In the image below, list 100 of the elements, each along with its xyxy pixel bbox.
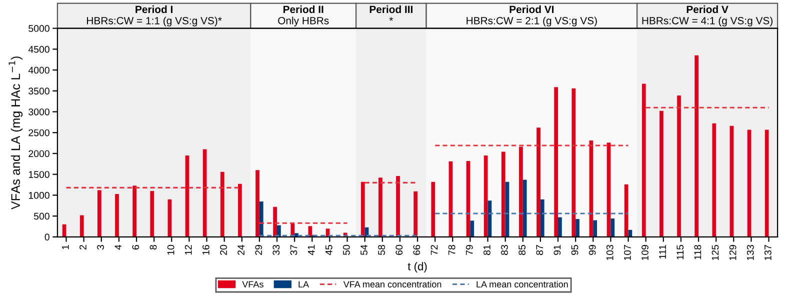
bar (558, 217, 562, 237)
bar (540, 199, 544, 237)
bar (431, 182, 436, 237)
bar (238, 184, 242, 237)
x-tick-label: 24 (238, 244, 244, 255)
bar (276, 225, 281, 237)
bar (150, 191, 154, 237)
x-tick-label: 8 (150, 244, 157, 250)
bar (414, 191, 418, 237)
band-label: Period II Only HBRs (278, 5, 329, 26)
x-tick-label: 12 (184, 245, 192, 255)
y-tick-label: 0 (44, 234, 50, 241)
legend-label: VFA mean concentration (343, 280, 442, 288)
bar (470, 220, 474, 237)
bar (712, 123, 716, 237)
bar (660, 110, 664, 237)
x-tick-label: 133 (746, 244, 754, 260)
x-tick-label: 29 (255, 245, 262, 255)
bar (256, 170, 260, 237)
x-tick-label: 125 (712, 244, 719, 260)
legend-label: LA mean concentration (476, 280, 568, 288)
x-tick-label: 37 (290, 245, 298, 255)
x-tick-label: 109 (642, 245, 648, 260)
band-label: Period VI HBRs:CW = 2:1 (g VS:g VS) (466, 5, 597, 26)
bar (185, 156, 190, 237)
x-tick-label: 118 (694, 244, 702, 260)
x-tick-label: 66 (413, 244, 420, 255)
bar (747, 130, 752, 237)
y-tick-label: 4000 (28, 66, 50, 74)
y-tick-label: 3500 (28, 88, 50, 95)
bar (572, 88, 576, 237)
x-tick-label: 50 (342, 244, 350, 255)
bar (259, 201, 264, 237)
x-axis-title: t (d) (408, 262, 427, 273)
x-tick-label: 79 (466, 245, 473, 255)
x-tick-label: 4 (114, 244, 122, 250)
bar (501, 152, 506, 237)
bar (132, 186, 136, 237)
bar (764, 130, 769, 237)
x-tick-label: 91 (554, 245, 561, 255)
x-tick-label: 115 (676, 244, 684, 260)
bar (606, 142, 611, 237)
band-label: Period III * (370, 5, 412, 21)
x-tick-label: 2 (80, 245, 86, 250)
x-tick-label: 95 (571, 244, 578, 255)
x-tick-label: 107 (624, 245, 631, 260)
x-tick-label: 85 (518, 244, 526, 255)
x-tick-label: 6 (132, 244, 140, 250)
x-tick-label: 87 (536, 245, 544, 255)
x-tick-label: 45 (326, 244, 332, 256)
x-tick-label: 129 (729, 245, 736, 260)
bar (80, 215, 84, 237)
bar (360, 182, 365, 237)
x-tick-label: 58 (378, 244, 385, 255)
bar (677, 95, 681, 237)
x-tick-label: 16 (202, 244, 210, 255)
bar (378, 178, 382, 237)
x-tick-label: 41 (308, 245, 315, 256)
x-tick-label: 83 (501, 244, 508, 255)
bar (220, 172, 224, 237)
band-label: Period V HBRs:CW = 4:1 (g VS:g VS) (642, 5, 772, 26)
y-tick-label: 2500 (28, 129, 50, 136)
legend-label: LA (298, 281, 310, 288)
x-tick-label: 99 (588, 245, 596, 255)
x-tick-label: 60 (396, 244, 403, 255)
bar (642, 84, 646, 237)
bar (484, 156, 488, 237)
bar (730, 126, 734, 237)
x-tick-label: 78 (448, 244, 456, 255)
bar (610, 218, 615, 237)
x-tick-label: 10 (167, 244, 174, 255)
y-tick-label: 5000 (28, 25, 50, 32)
x-tick-label: 1 (62, 245, 69, 250)
band-label: Period I HBRs:CW = 1:1 (g VS:g VS)* (87, 5, 222, 26)
y-tick-label: 500 (34, 212, 50, 220)
bar (576, 218, 580, 237)
y-tick-label: 4500 (28, 46, 50, 53)
x-tick-label: 81 (483, 245, 490, 255)
bar (273, 206, 277, 237)
x-tick-label: 33 (272, 244, 280, 255)
bar (97, 190, 102, 237)
x-tick-label: 20 (220, 244, 227, 255)
x-tick-label: 111 (659, 245, 666, 259)
bar (115, 194, 119, 237)
bar (624, 184, 628, 237)
y-tick-label: 1000 (28, 192, 50, 199)
legend-label: VFAs (242, 281, 264, 288)
bar (536, 128, 540, 237)
x-tick-label: 72 (430, 245, 438, 255)
y-tick-label: 3000 (28, 108, 50, 116)
y-axis-title: VFAs and LA (mg HAc L$^{−1}$) (8, 56, 23, 210)
x-tick-label: 103 (606, 244, 614, 260)
bar (396, 176, 400, 237)
bar (519, 146, 523, 237)
bar (554, 87, 558, 237)
y-tick-label: 2000 (28, 150, 50, 158)
bar (593, 220, 598, 237)
bar (694, 55, 699, 237)
y-tick-label: 1500 (28, 171, 50, 178)
x-tick-label: 137 (764, 245, 772, 260)
